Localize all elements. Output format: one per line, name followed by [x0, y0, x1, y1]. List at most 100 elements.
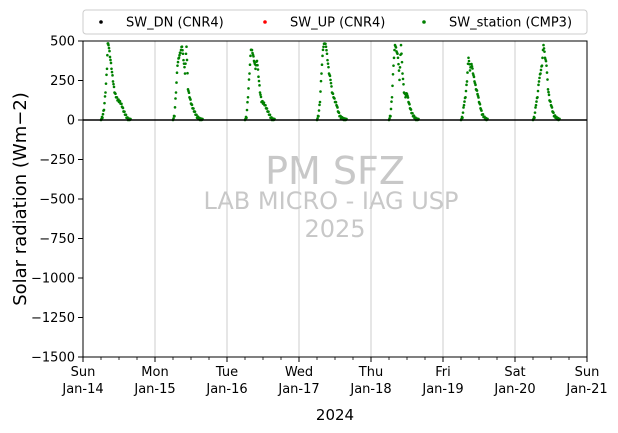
- data-point: [317, 109, 321, 112]
- data-point: [256, 63, 259, 67]
- data-point: [545, 64, 548, 67]
- data-point: [176, 60, 180, 64]
- data-point: [183, 65, 186, 69]
- data-point: [393, 48, 396, 52]
- x-tick-day: Thu: [358, 365, 383, 380]
- data-point: [102, 108, 106, 112]
- data-point: [333, 97, 336, 100]
- y-tick-label: 250: [50, 74, 75, 89]
- data-point: [552, 111, 555, 115]
- data-point: [259, 95, 263, 99]
- data-point: [480, 109, 483, 112]
- data-point: [175, 71, 179, 75]
- legend-marker-sw-station: [422, 20, 426, 24]
- data-point: [475, 89, 479, 92]
- data-point: [337, 111, 341, 115]
- data-point: [175, 81, 178, 84]
- data-point: [109, 61, 113, 65]
- data-point: [462, 106, 465, 109]
- data-point: [181, 48, 184, 52]
- data-point: [318, 103, 321, 107]
- data-point: [111, 74, 114, 77]
- data-point: [258, 84, 261, 87]
- x-tick-label: Jan-14: [61, 382, 103, 397]
- data-point: [390, 100, 393, 103]
- legend: SW_DN (CNR4) SW_UP (CNR4) SW_station (CM…: [82, 9, 588, 35]
- data-point: [114, 92, 117, 96]
- data-point: [246, 95, 250, 99]
- data-point: [186, 71, 189, 75]
- legend-marker-sw-up: [263, 20, 267, 24]
- x-tick-label: Jan-20: [493, 382, 535, 397]
- data-point: [246, 100, 249, 104]
- x-tick-label: Jan-19: [421, 382, 463, 397]
- x-tick-day: Sun: [575, 365, 600, 380]
- data-point: [326, 62, 330, 65]
- data-point: [104, 82, 108, 85]
- data-point: [109, 58, 112, 62]
- data-point: [268, 113, 272, 117]
- legend-marker-sw-dn: [99, 20, 103, 24]
- legend-box: [82, 9, 588, 35]
- data-point: [534, 103, 538, 107]
- data-point: [390, 95, 394, 99]
- data-point: [481, 113, 485, 116]
- data-point: [537, 80, 541, 83]
- x-tick-label: Jan-17: [277, 382, 319, 397]
- data-point: [546, 78, 549, 81]
- data-point: [179, 51, 182, 55]
- data-point: [550, 106, 554, 109]
- data-point: [389, 107, 393, 111]
- data-point: [185, 58, 189, 62]
- data-point: [248, 63, 252, 66]
- data-point: [396, 52, 399, 56]
- data-point: [257, 79, 261, 83]
- data-point: [173, 106, 177, 109]
- data-point: [470, 64, 474, 68]
- data-point: [247, 78, 251, 81]
- x-tick-day: Wed: [285, 365, 313, 380]
- data-point: [245, 108, 249, 112]
- data-point: [262, 101, 266, 105]
- data-point: [399, 43, 403, 47]
- x-tick-day: Mon: [141, 365, 168, 380]
- y-tick-label: −1500: [31, 351, 75, 366]
- data-point: [470, 62, 473, 66]
- data-point: [467, 59, 471, 63]
- data-point: [547, 93, 551, 97]
- y-tick-label: −1000: [31, 272, 75, 287]
- data-point: [115, 96, 119, 99]
- data-point: [190, 103, 194, 107]
- data-point: [536, 95, 539, 99]
- data-point: [184, 52, 188, 56]
- data-point: [539, 72, 542, 75]
- x-tick-day: Fri: [435, 365, 451, 380]
- data-point: [180, 45, 184, 48]
- data-point: [123, 110, 126, 113]
- data-point: [412, 114, 416, 117]
- data-point: [391, 84, 394, 88]
- data-point: [321, 48, 325, 52]
- y-tick-label: 500: [50, 35, 75, 50]
- data-point: [322, 45, 325, 49]
- data-point: [324, 42, 327, 46]
- watermark-line2: LAB MICRO - IAG USP: [203, 187, 458, 215]
- data-point: [467, 56, 470, 60]
- data-point: [325, 48, 328, 52]
- data-point: [549, 100, 552, 103]
- data-point: [250, 48, 254, 52]
- data-point: [101, 112, 105, 116]
- data-point: [105, 73, 108, 77]
- watermark: PM SFZ LAB MICRO - IAG USP 2025: [203, 149, 458, 243]
- data-point: [409, 108, 413, 111]
- data-point: [391, 72, 395, 76]
- data-point: [535, 100, 538, 103]
- data-point: [192, 107, 195, 110]
- data-point: [105, 67, 109, 71]
- data-point: [324, 45, 328, 48]
- data-point: [392, 56, 396, 60]
- data-point: [174, 91, 178, 94]
- data-point: [111, 80, 115, 83]
- data-point: [178, 53, 181, 57]
